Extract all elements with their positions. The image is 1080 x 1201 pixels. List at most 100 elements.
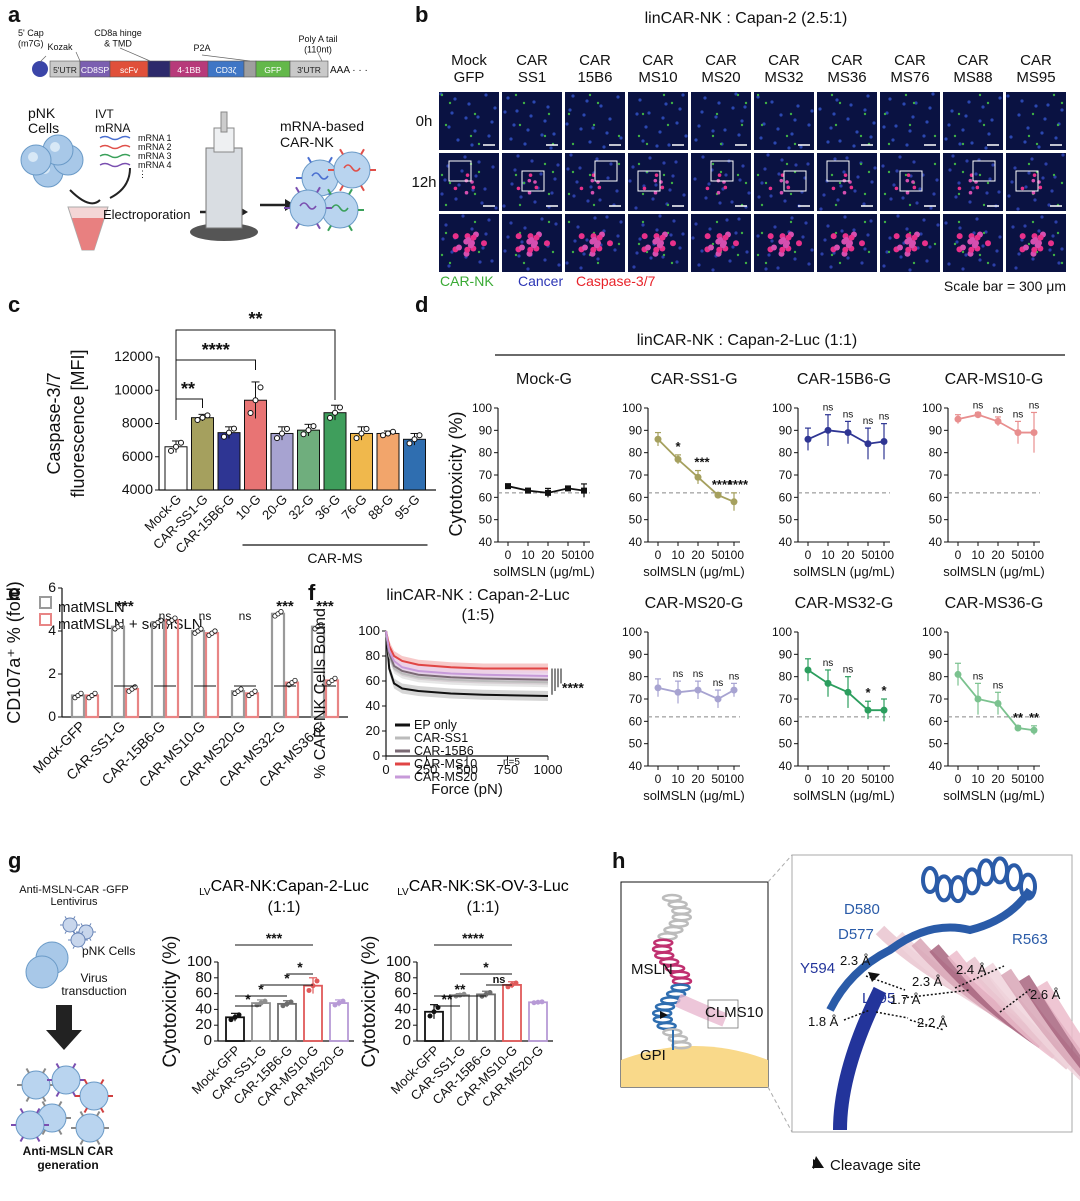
legend-0: CAR-NK [440,273,494,289]
cell-dot [961,128,965,132]
cell-dot [598,198,602,202]
cell-dot [843,215,847,219]
cell-dot [866,233,870,237]
cell-dot [888,97,892,101]
data-point [221,433,227,440]
distance-label: 1.8 Å [808,1014,839,1029]
cell-dot [533,200,537,204]
y-tick-label: 40 [629,759,643,773]
data-point [363,425,370,432]
y-tick-label: 100 [772,401,792,415]
car-nk-dot [756,93,760,97]
caspase-dot [921,240,928,247]
data-point [288,999,294,1005]
y-tick-label: 90 [779,423,793,437]
cell-dot [1048,248,1052,252]
cell-dot [915,201,919,205]
virus-spike [81,931,84,935]
caspase-dot [723,185,728,190]
ivt-mrna-label: IVT mRNA [95,107,130,135]
caspase-dot [452,233,459,240]
data-point [505,984,511,990]
data-point [92,690,98,696]
y-tick-label: 40 [779,759,793,773]
cuvette-fill [72,218,104,250]
mrna-list-item: mRNA 2 [138,142,172,152]
cell-dot [1061,153,1065,157]
virus-spike [72,931,75,935]
bar-CAR-SS1-G [450,994,470,1042]
car-nk-dot [543,134,547,138]
cell-dot [543,258,547,262]
cell-dot [602,145,606,149]
cell-dot [737,217,741,221]
cell-dot [793,118,797,122]
cell-dot [838,139,842,143]
cell-dot [628,179,632,183]
cell-dot [919,232,923,236]
data-point [864,706,872,714]
x-tick-label: 100 [874,772,894,786]
y-tick-label: 100 [922,401,942,415]
car-nk-dot [567,112,571,116]
car-nk-dot [715,220,719,224]
cell-dot [810,109,814,113]
car-nk-dot [473,192,477,196]
cell-dot [589,185,593,189]
cell-dot [674,160,678,164]
y-tick-label: 60 [779,490,793,504]
cell-dot [992,263,996,267]
cell-dot [579,266,583,270]
cell-dot [450,250,454,254]
caspase-dot [780,237,787,244]
car-nk-dot [637,242,641,246]
construct-top-label: CD8a hinge & TMD [94,28,142,48]
car-nk-dot [588,93,592,97]
cell-dot [461,214,465,218]
car-nk-cell-3 [289,189,327,227]
car-cell [75,1113,105,1143]
cell-dot [697,124,701,128]
cell-dot [922,218,926,222]
y-tick-label: 4000 [122,481,153,497]
caspase-dot [968,190,973,195]
cell-dot [605,215,609,219]
cell-dot [925,259,929,263]
cell-dot [711,129,715,133]
zoom-box [826,160,850,182]
significance-label: ** [248,309,262,329]
cell-dot [578,166,582,170]
x-tick-label: 20-G [259,492,290,523]
data-point [258,1000,264,1006]
caspase-dot [906,173,911,177]
y-tick-label: 2 [48,665,56,681]
car-nk-dot [957,192,961,196]
cell-dot [502,204,506,208]
subplot-title: Mock-G [516,371,572,388]
data-point [974,695,982,703]
car-nk-dot [571,250,575,254]
data-point [284,1001,290,1007]
caspase-dot [1037,234,1044,241]
data-point [337,404,343,411]
car-cell [21,1070,51,1100]
cell-dot [932,192,936,196]
hbond-line [865,975,906,991]
cell-dot [724,173,728,177]
series-line-CAR-MS20 [385,630,549,677]
significance-label: **** [462,930,484,946]
y-tick-label: 60 [779,714,793,728]
merge-arrow [109,167,131,199]
caspase-dot [642,186,647,191]
data-point [390,428,396,435]
caspase-dot [716,190,721,195]
car-receptor [83,1079,88,1085]
x-tick-label: 0 [805,548,812,562]
bar-36-G [323,412,347,491]
electroporator-pipette [220,111,228,133]
cell-dot [1017,252,1021,256]
caspase-dot [654,237,661,244]
car-nk-dot [838,181,842,185]
caspase-dot [1047,240,1054,247]
cell-dot [632,265,636,269]
